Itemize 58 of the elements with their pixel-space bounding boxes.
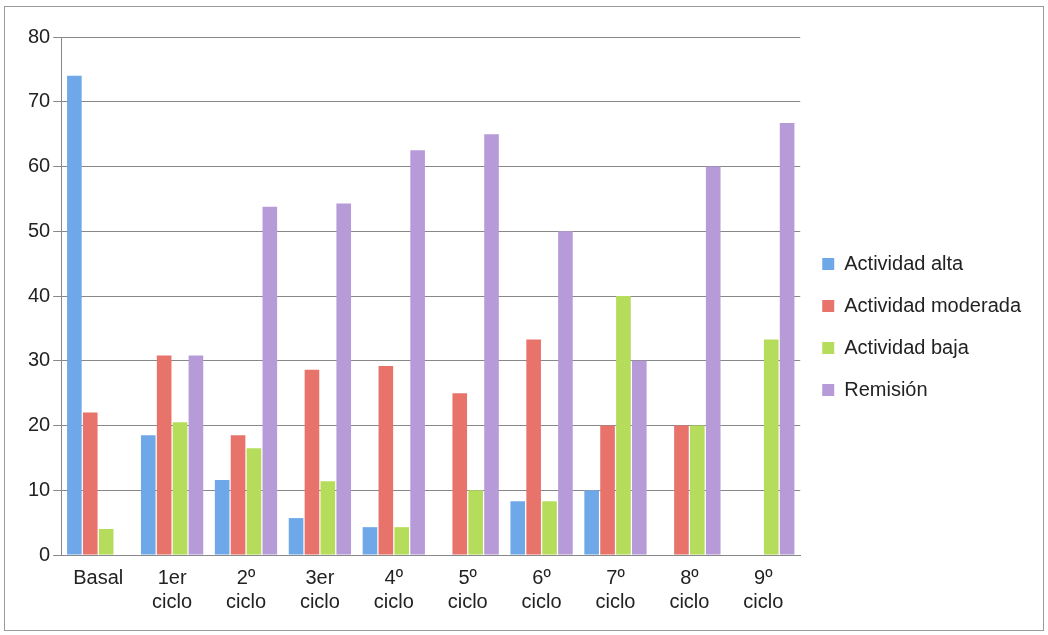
y-tick-label: 30 bbox=[28, 348, 51, 371]
bar bbox=[690, 425, 705, 555]
bar bbox=[362, 527, 378, 555]
x-tick-label: 5º ciclo bbox=[447, 565, 488, 612]
bar bbox=[246, 448, 262, 555]
bar bbox=[763, 339, 779, 555]
x-tick-label: 4º ciclo bbox=[373, 565, 414, 612]
y-tick-label: 20 bbox=[28, 413, 51, 436]
bar bbox=[584, 490, 599, 555]
bar bbox=[674, 425, 689, 555]
bar bbox=[172, 422, 188, 555]
bar bbox=[542, 501, 557, 555]
bar bbox=[526, 339, 541, 555]
bar bbox=[98, 529, 114, 555]
x-tick-label: 3er ciclo bbox=[299, 565, 340, 612]
bar bbox=[600, 425, 615, 555]
x-tick-label: 2º ciclo bbox=[225, 565, 266, 612]
bar bbox=[616, 296, 631, 555]
bar bbox=[468, 490, 483, 555]
bar bbox=[140, 435, 156, 555]
x-tick-label: Basal bbox=[73, 565, 124, 588]
bar bbox=[156, 355, 172, 555]
bar bbox=[304, 369, 320, 555]
y-tick-label: 50 bbox=[28, 218, 51, 241]
y-tick-label: 80 bbox=[28, 24, 51, 47]
x-tick-label: 1er ciclo bbox=[152, 565, 193, 612]
bar bbox=[558, 231, 573, 555]
y-tick-label: 60 bbox=[28, 154, 51, 177]
legend-label: Remisión bbox=[844, 377, 928, 400]
legend-label: Actividad baja bbox=[844, 335, 970, 358]
bar bbox=[779, 123, 795, 555]
bar bbox=[288, 518, 304, 555]
x-tick-label: 9º ciclo bbox=[743, 565, 784, 612]
bar bbox=[336, 203, 352, 555]
y-tick-label: 40 bbox=[28, 283, 51, 306]
bar bbox=[262, 206, 278, 555]
x-tick-label: 7º ciclo bbox=[595, 565, 636, 612]
bar bbox=[320, 481, 336, 555]
bar bbox=[394, 527, 410, 555]
bar bbox=[510, 501, 526, 555]
bar bbox=[188, 355, 204, 555]
bar bbox=[632, 360, 647, 555]
bar bbox=[410, 150, 425, 555]
bar bbox=[378, 365, 394, 555]
x-tick-label: 8º ciclo bbox=[669, 565, 710, 612]
bar bbox=[82, 412, 98, 555]
bar bbox=[214, 479, 230, 555]
bar bbox=[230, 435, 246, 555]
y-tick-label: 70 bbox=[28, 89, 51, 112]
legend-label: Actividad alta bbox=[844, 251, 965, 274]
bar bbox=[705, 166, 721, 555]
x-tick-label: 6º ciclo bbox=[521, 565, 562, 612]
bar bbox=[484, 134, 499, 555]
y-tick-label: 0 bbox=[39, 542, 51, 565]
y-tick-label: 10 bbox=[28, 477, 51, 500]
bar bbox=[452, 393, 468, 555]
legend-label: Actividad moderada bbox=[844, 293, 1022, 316]
bar bbox=[67, 75, 82, 555]
